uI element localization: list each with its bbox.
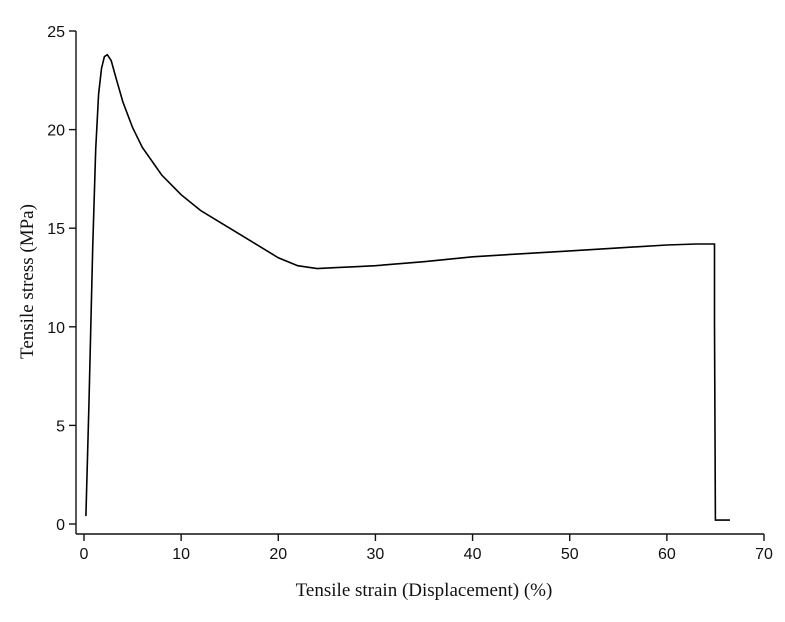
series-group [85,53,730,521]
y-tick-label: 20 [47,123,65,140]
y-tick-label: 5 [56,418,65,435]
x-tick-label: 70 [755,546,773,563]
y-tick-label: 10 [47,320,65,337]
y-ticks: 0 5 10 15 20 25 [47,24,76,534]
x-tick-label: 50 [561,546,579,563]
x-tick-label: 30 [367,546,385,563]
x-axis-title: Tensile strain (Displacement) (%) [296,580,553,601]
x-tick-label: 40 [464,546,482,563]
x-tick-label: 10 [172,546,190,563]
x-tick-label: 20 [269,546,287,563]
y-axis-title: Tensile stress (MPa) [17,204,38,359]
y-tick-label: 15 [47,221,65,238]
y-tick-label: 25 [47,24,65,41]
plot-axes [75,31,764,535]
y-tick-label: 0 [56,517,65,534]
x-tick-label: 60 [658,546,676,563]
series-line [85,53,730,521]
x-ticks: 0 10 20 30 40 50 60 70 [80,534,773,563]
x-tick-label: 0 [80,546,89,563]
